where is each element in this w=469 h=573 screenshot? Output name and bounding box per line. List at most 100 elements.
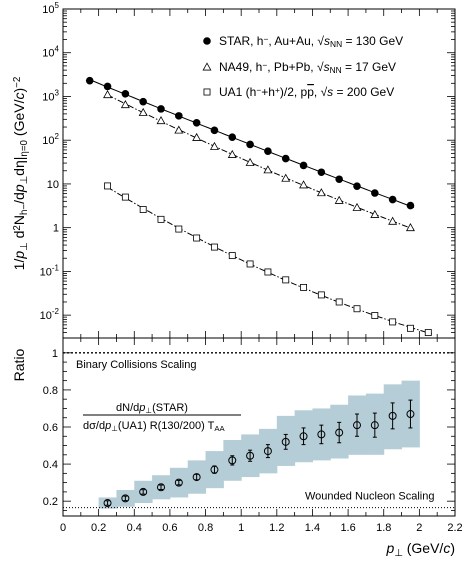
data-point	[264, 268, 272, 276]
data-point	[388, 216, 398, 225]
y-tick-label: 0.8	[43, 385, 58, 397]
y-tick-label: 1	[53, 223, 59, 235]
y-tick-label: 104	[42, 45, 59, 60]
data-point	[175, 112, 183, 120]
legend-entry: NA49, h−, Pb+Pb, √sNN = 17 GeV	[202, 60, 396, 75]
x-tick-label: 0.6	[162, 522, 177, 534]
ratio-axis-label: Ratio	[11, 348, 27, 381]
y-tick-label: 1	[52, 348, 58, 360]
data-point	[121, 494, 130, 503]
data-point	[193, 234, 201, 242]
y-tick-label: 10-1	[40, 264, 60, 279]
data-point	[210, 465, 219, 474]
ratio-series	[103, 399, 415, 508]
data-point	[370, 209, 380, 218]
y-tick-label: 10-2	[40, 307, 60, 322]
data-point	[316, 188, 326, 197]
data-point	[103, 90, 113, 99]
binary-scaling-label: Binary Collisions Scaling	[76, 359, 196, 371]
data-point	[371, 189, 379, 197]
x-axis-label: p⊥ (GeV/c)	[386, 540, 455, 559]
y-tick-label: 10	[47, 179, 59, 191]
x-tick-label: 1.8	[376, 522, 391, 534]
data-point	[317, 430, 326, 439]
data-point	[139, 487, 148, 496]
y-tick-label: 0.6	[43, 422, 58, 434]
data-point	[353, 421, 361, 430]
data-point	[300, 283, 307, 291]
data-point	[335, 428, 344, 437]
data-point	[406, 201, 415, 210]
data-point	[175, 225, 183, 233]
data-point	[335, 175, 343, 184]
data-point	[228, 252, 236, 260]
data-point	[389, 318, 397, 326]
data-point	[388, 195, 397, 204]
data-point	[192, 473, 201, 482]
data-point	[370, 421, 379, 430]
data-point	[228, 456, 237, 465]
data-point	[157, 105, 165, 113]
data-point	[281, 154, 290, 163]
data-point	[227, 149, 237, 158]
data-point	[317, 291, 325, 299]
data-point	[228, 133, 237, 142]
data-point	[263, 165, 273, 174]
legend-marker	[203, 88, 211, 96]
data-point	[281, 437, 290, 446]
data-point	[103, 499, 112, 508]
legend-entry: STAR, h−, Au+Au, √sNN = 130 GeV	[203, 34, 403, 49]
data-point	[157, 483, 165, 492]
data-point	[371, 312, 379, 319]
ratio-denominator: dσ/dp⊥(UA1) R(130/200) TAA	[83, 420, 225, 433]
x-tick-label: 0.2	[91, 522, 106, 534]
data-point	[246, 140, 254, 149]
data-point	[85, 76, 94, 85]
legend-label: UA1 (h−+h+)/2, pp, √s = 200 GeV	[219, 85, 394, 99]
data-point	[353, 182, 361, 190]
data-point	[121, 90, 130, 98]
x-tick-label: 1.6	[340, 522, 355, 534]
data-point	[263, 447, 272, 456]
data-point	[352, 202, 362, 211]
data-point	[406, 410, 415, 419]
wounded-scaling-label: Wounded Nucleon Scaling	[305, 491, 434, 503]
data-point	[405, 223, 415, 232]
data-point	[424, 329, 432, 336]
x-tick-label: 1	[238, 522, 244, 534]
x-tick-label: 0.8	[198, 522, 213, 534]
ratio-numerator: dN/dp⊥(STAR)	[116, 402, 188, 415]
data-point	[335, 298, 343, 306]
y-tick-label: 105	[42, 1, 59, 16]
systematic-band	[98, 380, 420, 509]
series-2	[104, 182, 432, 336]
data-point	[210, 126, 219, 135]
x-tick-label: 0	[60, 522, 66, 534]
data-point	[246, 260, 254, 268]
legend-marker	[202, 62, 212, 71]
x-tick-label: 2	[416, 522, 422, 534]
top-frame	[62, 8, 456, 339]
data-point	[388, 411, 397, 420]
data-point	[104, 182, 111, 190]
fit-line	[107, 94, 415, 230]
x-tick-label: 2.2	[447, 522, 462, 534]
data-point	[407, 324, 414, 332]
data-point	[264, 147, 272, 156]
data-point	[156, 116, 166, 125]
data-point	[211, 243, 218, 251]
legend-entry: UA1 (h−+h+)/2, pp, √s = 200 GeV	[203, 85, 394, 99]
ratio-panel: Binary Collisions Scaling Wounded Nucleon…	[11, 337, 463, 559]
y-tick-label: 0.2	[43, 496, 58, 508]
data-point	[174, 125, 184, 134]
y-tick-label: 103	[42, 89, 59, 104]
data-point	[138, 107, 148, 116]
data-point	[121, 193, 129, 201]
data-point	[353, 305, 361, 313]
data-point	[139, 206, 147, 213]
series-1	[103, 90, 415, 232]
legend-label: NA49, h−, Pb+Pb, √sNN = 17 GeV	[219, 60, 396, 75]
y-axis-label: 1/p⊥ d2Nh−/dp⊥dη|η=0 (GeV/c)−2	[11, 77, 30, 271]
